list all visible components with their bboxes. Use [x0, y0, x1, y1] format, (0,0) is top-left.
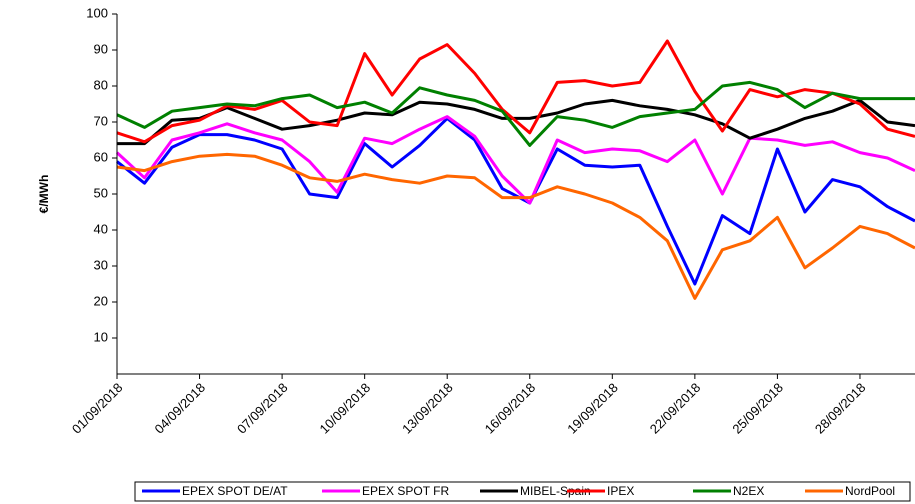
x-tick-label: 28/09/2018 — [812, 380, 869, 437]
y-tick-label: 90 — [94, 41, 108, 56]
legend-label: EPEX SPOT FR — [362, 484, 449, 498]
series-line — [115, 115, 915, 205]
y-tick-label: 50 — [94, 185, 108, 200]
legend-label: N2EX — [733, 484, 764, 498]
series-line — [116, 116, 915, 286]
x-tick-label: 19/09/2018 — [564, 380, 621, 437]
y-tick-label: 70 — [94, 113, 108, 128]
y-tick-label: 100 — [86, 5, 108, 20]
x-tick-label: 01/09/2018 — [69, 380, 126, 437]
x-tick-label: 13/09/2018 — [399, 380, 456, 437]
legend-label: EPEX SPOT DE/AT — [182, 484, 288, 498]
y-tick-label: 60 — [94, 149, 108, 164]
y-axis-label: €/MWh — [37, 175, 51, 214]
legend: EPEX SPOT DE/AT EPEX SPOT FR MIBEL-Spain IP… — [142, 484, 895, 498]
legend-box — [134, 481, 911, 502]
y-tick-label: 30 — [94, 257, 108, 272]
y-tick-label: 20 — [94, 293, 108, 308]
legend-label: MIBEL-Spain — [520, 484, 591, 498]
x-tick-label: 22/09/2018 — [647, 380, 704, 437]
x-tick-label: 04/09/2018 — [151, 380, 208, 437]
x-tick-label: 25/09/2018 — [729, 380, 786, 437]
y-tick-label: 10 — [94, 329, 108, 344]
x-tick-label: 10/09/2018 — [317, 380, 374, 437]
series-line — [116, 80, 915, 147]
legend-label: IPEX — [607, 484, 634, 498]
y-tick-label: 40 — [94, 221, 108, 236]
series-line — [116, 39, 915, 144]
series-line — [116, 152, 915, 300]
legend-label: NordPool — [845, 484, 895, 498]
series-line — [117, 98, 915, 146]
x-tick-label: 07/09/2018 — [234, 380, 291, 437]
y-tick-label: 80 — [94, 77, 108, 92]
x-tick-label: 16/09/2018 — [482, 380, 539, 437]
